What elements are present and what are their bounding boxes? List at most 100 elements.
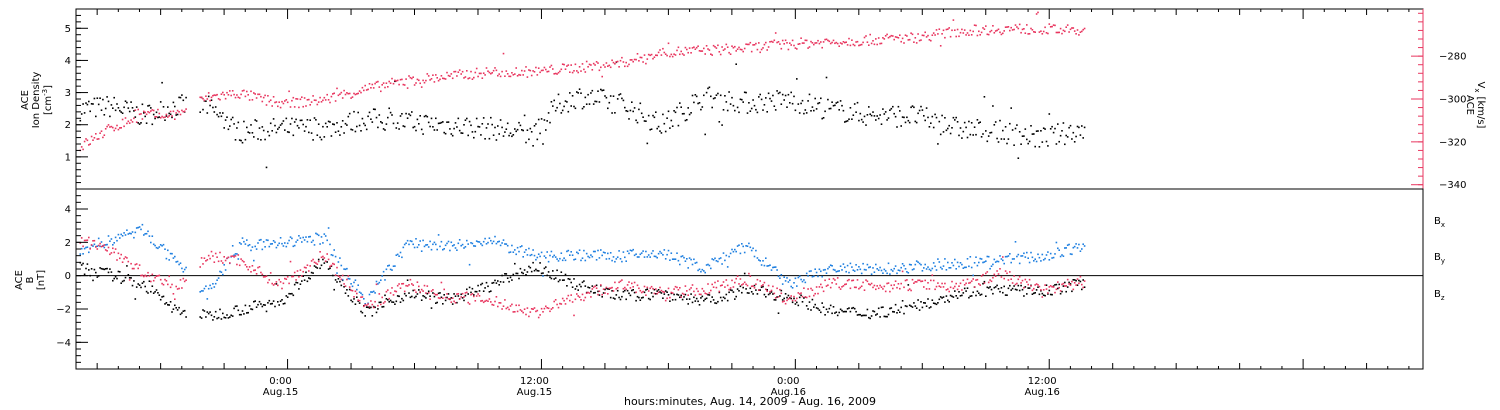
bz-point bbox=[296, 270, 299, 272]
bz-point bbox=[526, 307, 529, 309]
bx-point bbox=[426, 292, 429, 295]
bz-point bbox=[320, 256, 323, 259]
bx-point bbox=[773, 299, 776, 301]
density-point bbox=[849, 107, 852, 109]
bx-point bbox=[899, 311, 901, 313]
bz-point bbox=[560, 303, 563, 305]
bz-point bbox=[615, 288, 618, 290]
density-point bbox=[162, 106, 165, 108]
bz-point bbox=[319, 251, 321, 253]
velocity-point bbox=[608, 64, 611, 67]
bz-point bbox=[590, 296, 592, 298]
bx-point bbox=[134, 298, 137, 300]
density-point bbox=[506, 122, 509, 125]
velocity-point bbox=[563, 63, 565, 66]
density-point bbox=[711, 106, 713, 109]
by-point bbox=[559, 257, 561, 260]
bx-point bbox=[1041, 292, 1044, 295]
density-point bbox=[182, 99, 185, 102]
bz-point bbox=[679, 287, 681, 289]
by-point bbox=[380, 279, 382, 281]
density-point bbox=[924, 119, 926, 122]
velocity-point bbox=[217, 98, 220, 100]
velocity-point bbox=[559, 70, 561, 73]
by-point bbox=[829, 264, 832, 266]
by-point bbox=[429, 240, 431, 243]
bz-point bbox=[978, 283, 980, 285]
bz-point bbox=[474, 300, 477, 302]
by-point bbox=[499, 244, 502, 247]
density-point bbox=[495, 139, 498, 141]
by-point bbox=[604, 252, 606, 254]
bx-point bbox=[986, 286, 989, 289]
x-tick-date-label: Aug.16 bbox=[1024, 387, 1059, 398]
velocity-point bbox=[715, 47, 718, 49]
density-point bbox=[426, 115, 429, 118]
velocity-point bbox=[243, 89, 245, 92]
by-point bbox=[1072, 246, 1075, 249]
bz-point bbox=[447, 298, 450, 300]
by-point bbox=[207, 287, 210, 290]
velocity-point bbox=[700, 50, 702, 52]
by-point bbox=[336, 272, 338, 274]
bz-point bbox=[724, 286, 726, 288]
velocity-point bbox=[425, 79, 427, 82]
velocity-point bbox=[346, 92, 348, 94]
bz-point bbox=[969, 281, 972, 284]
by-point bbox=[958, 265, 960, 268]
by-point bbox=[659, 250, 661, 253]
density-point bbox=[763, 104, 766, 106]
velocity-point bbox=[832, 39, 835, 42]
bx-point bbox=[1065, 290, 1067, 293]
bz-point bbox=[147, 271, 149, 274]
bx-point bbox=[618, 296, 620, 299]
bx-point bbox=[151, 285, 154, 287]
bz-point bbox=[285, 278, 288, 280]
velocity-point bbox=[828, 40, 831, 43]
density-point bbox=[378, 114, 381, 116]
bx-point bbox=[814, 303, 816, 306]
density-point bbox=[779, 91, 781, 94]
velocity-point bbox=[914, 37, 917, 39]
bx-point bbox=[530, 270, 533, 273]
bx-point bbox=[980, 293, 983, 296]
velocity-point bbox=[793, 44, 795, 47]
bx-point bbox=[470, 291, 472, 294]
bx-point bbox=[477, 284, 479, 287]
bz-point bbox=[442, 297, 444, 299]
by-point bbox=[742, 245, 744, 248]
bx-point bbox=[781, 299, 784, 301]
velocity-point bbox=[985, 25, 987, 27]
bx-point bbox=[523, 269, 526, 271]
bx-point bbox=[326, 261, 328, 263]
bx-point bbox=[1011, 287, 1014, 290]
density-point bbox=[95, 115, 97, 118]
bx-point bbox=[742, 286, 744, 289]
density-point bbox=[315, 119, 317, 121]
bx-point bbox=[333, 288, 335, 291]
by-point bbox=[391, 269, 393, 271]
bz-point bbox=[330, 264, 333, 267]
density-point bbox=[612, 95, 615, 97]
density-point bbox=[808, 93, 811, 96]
bx-point bbox=[777, 312, 780, 314]
bx-point bbox=[766, 289, 768, 291]
bx-point bbox=[268, 299, 271, 302]
velocity-point bbox=[143, 110, 145, 113]
velocity-point bbox=[814, 42, 816, 44]
bx-point bbox=[499, 281, 502, 283]
density-point bbox=[330, 135, 333, 137]
velocity-point bbox=[762, 47, 764, 49]
density-point bbox=[85, 102, 87, 104]
by-point bbox=[1002, 259, 1004, 262]
density-point bbox=[952, 116, 955, 119]
bz-point bbox=[718, 290, 721, 293]
by-point bbox=[246, 239, 248, 241]
bx-point bbox=[1031, 293, 1034, 295]
velocity-point bbox=[831, 41, 833, 44]
by-point bbox=[804, 281, 807, 284]
bx-point bbox=[752, 293, 754, 295]
velocity-point bbox=[498, 73, 500, 75]
bx-point bbox=[467, 293, 469, 295]
bz-point bbox=[298, 276, 300, 278]
